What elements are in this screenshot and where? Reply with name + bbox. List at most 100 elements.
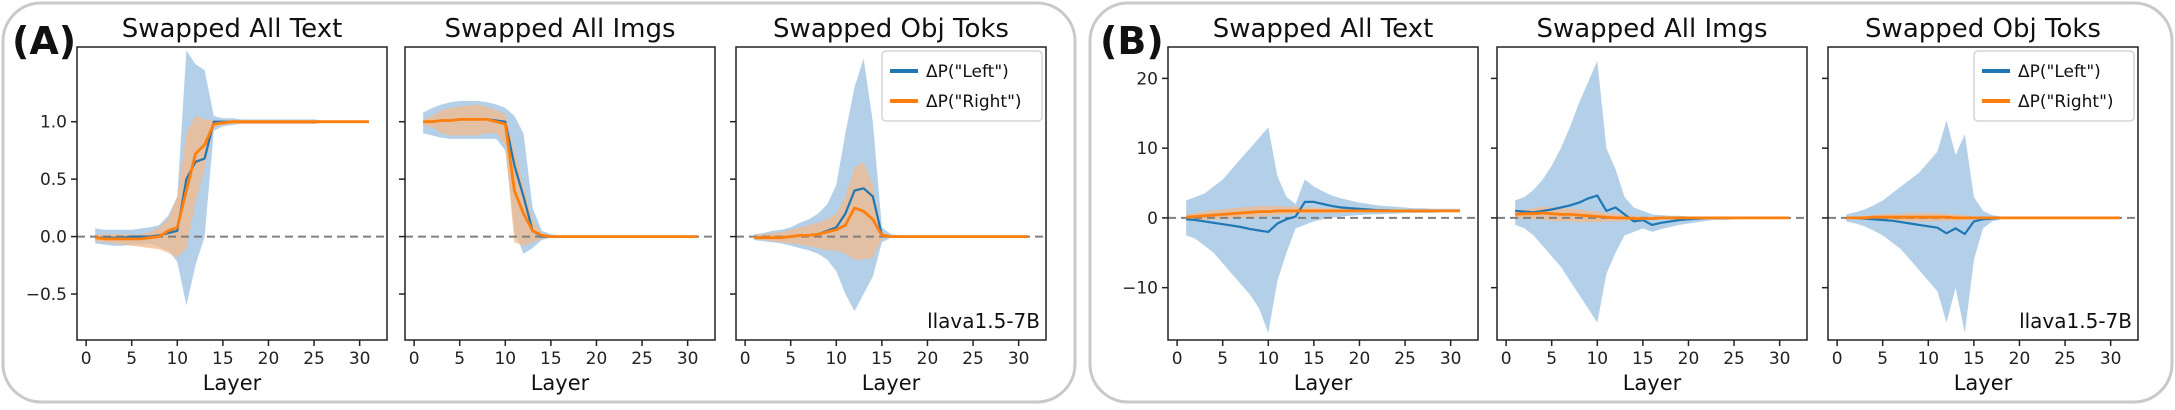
plot-area xyxy=(405,101,715,254)
x-tick-label: 5 xyxy=(126,349,137,369)
x-tick-label: 15 xyxy=(871,349,893,369)
band-delta-p-left xyxy=(1846,120,2120,333)
x-tick-label: 20 xyxy=(1678,349,1700,369)
subplot-4: 0 5 10 15 20 25 30 −10 0 10 20 Swapped All Text Laye… xyxy=(1122,14,1479,395)
y-tick-label: 20 xyxy=(1136,69,1158,89)
x-tick-label: 5 xyxy=(785,349,796,369)
plot-area xyxy=(1828,120,2138,333)
x-tick-label: 25 xyxy=(303,349,325,369)
x-tick-label: 15 xyxy=(540,349,562,369)
group-b-frame xyxy=(1088,1,2174,404)
group-a-frame xyxy=(1,1,1077,404)
x-tick-label: 20 xyxy=(917,349,939,369)
x-tick-label: 10 xyxy=(494,349,516,369)
band-delta-p-left xyxy=(1186,127,1460,333)
subplot-title: Swapped Obj Toks xyxy=(773,14,1009,44)
axes-frame xyxy=(1496,46,1808,341)
x-tick-label: 10 xyxy=(825,349,847,369)
axes-frame xyxy=(735,46,1047,341)
band-delta-p-right xyxy=(95,115,369,258)
x-tick-label: 10 xyxy=(166,349,188,369)
x-axis-label: Layer xyxy=(1954,371,2013,395)
legend-label-right: ΔP("Right") xyxy=(926,92,1022,112)
x-tick-label: 0 xyxy=(1172,349,1183,369)
x-tick-label: 20 xyxy=(1349,349,1371,369)
subplot-5: 0 5 10 15 20 25 30 Swapped All Imgs Layer xyxy=(1491,14,1808,395)
x-tick-label: 30 xyxy=(677,349,699,369)
legend: ΔP("Left") ΔP("Right") xyxy=(881,50,1043,122)
x-tick-label: 15 xyxy=(1963,349,1985,369)
legend-label-left: ΔP("Left") xyxy=(926,62,1009,82)
subplot-2: 0 5 10 15 20 25 30 Swapped All Imgs Layer xyxy=(399,14,716,395)
line-delta-p-right xyxy=(754,206,1028,240)
legend-label-left: ΔP("Left") xyxy=(2018,62,2101,82)
model-tag: llava1.5-7B xyxy=(927,309,1040,333)
x-tick-label: 30 xyxy=(1008,349,1030,369)
legend-box xyxy=(881,50,1043,122)
x-axis-label: Layer xyxy=(1623,371,1682,395)
subplot-title: Swapped All Imgs xyxy=(1536,14,1767,44)
x-axis-label: Layer xyxy=(862,371,921,395)
subplot-1: 0 5 10 15 20 25 30 −0.5 0.0 0.5 1.0 Swapped All Tex… xyxy=(26,14,388,395)
plot-area xyxy=(1168,127,1478,333)
legend-label-right: ΔP("Right") xyxy=(2018,92,2114,112)
x-tick-label: 15 xyxy=(1303,349,1325,369)
x-axis-label: Layer xyxy=(531,371,590,395)
line-delta-p-right xyxy=(1846,215,2120,220)
y-tick-label: −10 xyxy=(1122,279,1158,299)
axes-frame xyxy=(76,46,388,341)
legend: ΔP("Left") ΔP("Right") xyxy=(1973,50,2135,122)
line-delta-p-right xyxy=(423,118,697,239)
x-tick-label: 25 xyxy=(1723,349,1745,369)
x-tick-label: 10 xyxy=(1586,349,1608,369)
subplot-title: Swapped All Text xyxy=(122,14,343,44)
model-tag: llava1.5-7B xyxy=(2019,309,2132,333)
band-delta-p-left xyxy=(1515,61,1789,323)
x-tick-label: 15 xyxy=(1632,349,1654,369)
x-tick-label: 30 xyxy=(349,349,371,369)
y-tick-label: −0.5 xyxy=(26,285,67,305)
band-delta-p-right xyxy=(423,104,697,246)
x-tick-label: 5 xyxy=(1546,349,1557,369)
x-tick-label: 0 xyxy=(740,349,751,369)
subplot-title: Swapped All Imgs xyxy=(444,14,675,44)
y-tick-label: 0.5 xyxy=(40,170,67,190)
x-tick-label: 25 xyxy=(631,349,653,369)
subplot-title: Swapped Obj Toks xyxy=(1865,14,2101,44)
y-tick-label: 0.0 xyxy=(40,228,67,248)
x-tick-label: 15 xyxy=(212,349,234,369)
x-tick-label: 5 xyxy=(1217,349,1228,369)
y-tick-label: 10 xyxy=(1136,139,1158,159)
subplots: 0 5 10 15 20 25 30 −0.5 0.0 0.5 1.0 Swapped All Tex… xyxy=(26,14,2139,395)
y-tick-label: 0 xyxy=(1147,209,1158,229)
line-delta-p-right xyxy=(1186,209,1460,219)
axes-frame xyxy=(404,46,716,341)
band-delta-p-right xyxy=(754,161,1028,260)
x-axis-label: Layer xyxy=(203,371,262,395)
x-tick-label: 0 xyxy=(409,349,420,369)
y-tick-label: 1.0 xyxy=(40,113,67,133)
legend-box xyxy=(1973,50,2135,122)
x-tick-label: 20 xyxy=(258,349,280,369)
panel-label-b: (B) xyxy=(1100,19,1164,63)
x-axis-label: Layer xyxy=(1294,371,1353,395)
subplot-title: Swapped All Text xyxy=(1213,14,1434,44)
x-tick-label: 0 xyxy=(1832,349,1843,369)
plot-area xyxy=(736,58,1046,312)
axes-frame xyxy=(1167,46,1479,341)
plot-area xyxy=(1497,61,1807,323)
subplot-3: 0 5 10 15 20 25 30 Swapped Obj Toks Layer ΔP("Lef… xyxy=(730,14,1047,395)
x-tick-label: 30 xyxy=(1440,349,1462,369)
x-tick-label: 20 xyxy=(586,349,608,369)
plot-area xyxy=(77,50,387,306)
line-delta-p-right xyxy=(1515,211,1789,221)
x-tick-label: 30 xyxy=(1769,349,1791,369)
axes-frame xyxy=(1827,46,2139,341)
x-tick-label: 0 xyxy=(1501,349,1512,369)
x-tick-label: 20 xyxy=(2009,349,2031,369)
x-tick-label: 5 xyxy=(1877,349,1888,369)
line-delta-p-right xyxy=(95,120,369,241)
x-tick-label: 25 xyxy=(2054,349,2076,369)
